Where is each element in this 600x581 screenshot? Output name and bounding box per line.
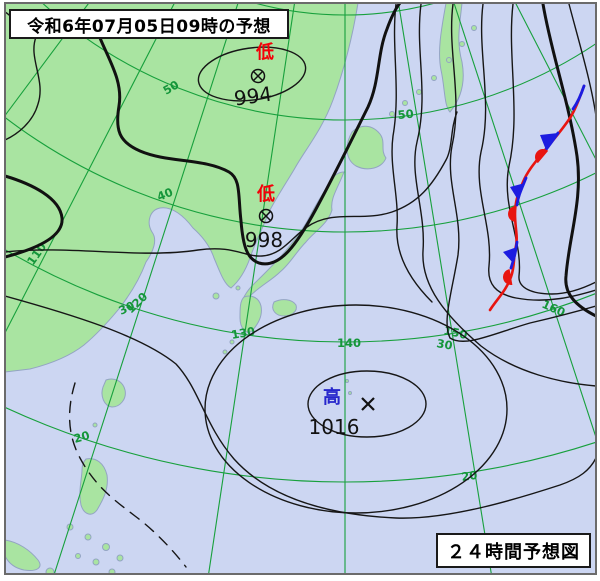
isobar-bold-west <box>5 174 64 259</box>
high-1016-center-mark <box>361 397 375 411</box>
isobar-low-994 <box>197 46 307 102</box>
warm-front-semicircles <box>503 149 549 285</box>
low-994: 低 994 <box>232 41 274 111</box>
forecast-title-box: 令和6年07月05日09時の予想 <box>9 9 289 39</box>
label-lat40: 40 <box>155 185 175 204</box>
shikoku-island <box>272 299 297 317</box>
isobars-bold <box>5 3 596 318</box>
taiwan-island <box>101 378 126 408</box>
high-1016-value: 1016 <box>309 415 360 439</box>
stationary-front <box>488 84 586 312</box>
low-998-center-mark <box>258 208 274 224</box>
low-994-symbol: 低 <box>255 41 274 63</box>
low-998-symbol: 低 <box>256 183 275 205</box>
label-lat30-west: 30 <box>116 298 136 317</box>
isobar-bold-main <box>98 3 402 266</box>
low-994-value: 994 <box>232 82 273 111</box>
low-998-value: 998 <box>245 228 283 252</box>
label-lat50-east: 50 <box>397 107 414 122</box>
low-998: 低 998 <box>245 183 283 252</box>
isobar-dashed <box>68 382 187 568</box>
meridian-130e <box>208 3 296 574</box>
chart-type-box: ２４時間予想図 <box>436 533 591 568</box>
pressure-systems: 低 994 低 998 高 <box>232 41 375 439</box>
label-lat30-east: 30 <box>435 336 453 353</box>
meridian-160e <box>453 3 596 440</box>
label-lon130: 130 <box>230 324 256 342</box>
map-frame <box>4 2 597 575</box>
label-lat50-west: 50 <box>161 77 182 97</box>
high-1016-symbol: 高 <box>323 386 341 408</box>
parallel-50n <box>41 3 596 121</box>
label-lon140: 140 <box>337 336 361 350</box>
isobar-east-6 <box>391 3 433 303</box>
kuril-islands <box>389 25 477 117</box>
isobar-sw-sweep <box>5 295 596 519</box>
south-china-coast <box>5 539 41 571</box>
meridian-110e <box>5 3 176 334</box>
cold-front-triangles <box>503 133 558 263</box>
isobar-east-2 <box>446 3 596 342</box>
parallel-40n <box>5 116 596 233</box>
isobar-high-1016-outer <box>204 304 508 514</box>
label-lat20-west: 20 <box>72 428 91 446</box>
isobar-east-3 <box>478 3 596 301</box>
label-lat20-east: 20 <box>460 468 478 484</box>
isobar-east-1 <box>414 3 596 387</box>
kyushu-island <box>239 295 262 333</box>
forecast-title: 令和6年07月05日09時の予想 <box>27 16 271 37</box>
isobar-high-1016-inner <box>307 370 427 438</box>
low-994-center-mark <box>250 68 266 84</box>
chart-type-label: ２４時間予想図 <box>447 541 580 563</box>
isobar-east-5 <box>568 3 596 117</box>
isobar-bold-east <box>541 3 596 318</box>
high-1016: 高 1016 <box>309 386 375 439</box>
parallel-20n <box>5 406 596 483</box>
meridian-150e <box>397 3 492 574</box>
parallel-60n <box>252 3 438 16</box>
sakhalin-island <box>439 3 464 113</box>
hokkaido-island <box>346 125 387 170</box>
land-masses <box>5 3 477 574</box>
parallel-30n <box>5 248 596 343</box>
isobar-nw-1 <box>5 36 41 141</box>
meridian-120e <box>53 3 239 574</box>
